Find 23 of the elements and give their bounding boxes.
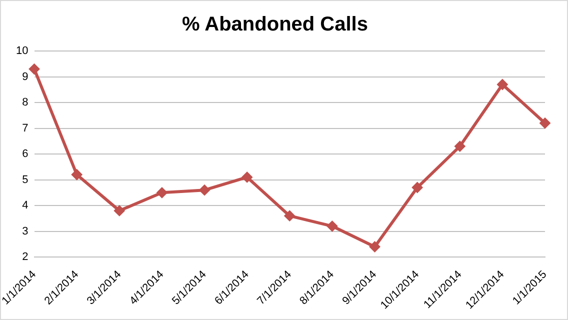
point [496,78,508,90]
point [540,118,550,129]
point [284,210,296,222]
point [326,220,338,232]
point [242,172,253,183]
point [369,241,380,252]
y-tick-label: 5 [22,174,28,186]
y-tick-label: 4 [22,200,28,212]
y-tick-label: 6 [22,148,28,160]
point [199,184,210,196]
y-tick-label: 8 [22,96,28,109]
y-tick-label: 2 [22,251,28,264]
point [28,64,40,75]
point [454,140,466,152]
chart-title: % Abandoned Calls [182,14,368,36]
point [114,205,125,216]
y-tick-label: 7 [22,122,28,134]
point [71,169,82,180]
y-tick-label: 10 [16,45,28,58]
point [156,187,168,198]
y-tick-label: 3 [22,225,28,238]
point [412,182,423,194]
y-tick-label: 9 [22,70,28,83]
